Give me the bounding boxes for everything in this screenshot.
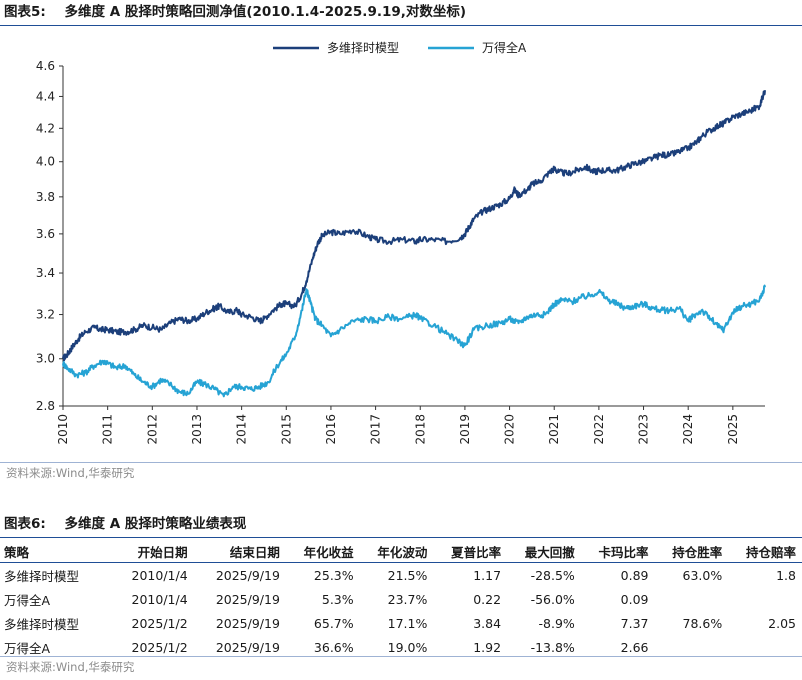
table-header-cell: 最大回撤: [507, 540, 581, 563]
figure2-source: 资料来源:Wind,华泰研究: [0, 656, 802, 677]
table-cell: 19.0%: [387, 639, 428, 655]
table-cell: 多维择时模型: [4, 568, 80, 584]
x-tick-label: 2018: [413, 414, 427, 445]
x-tick-label: 2011: [101, 414, 115, 445]
table-cell: 36.6%: [313, 639, 354, 655]
y-tick-label: 4.0: [36, 155, 55, 169]
y-tick-label: 3.2: [36, 308, 55, 322]
figure1-title-bar: 图表5: 多维度 A 股择时策略回测净值(2010.1.4-2025.9.19,…: [0, 0, 802, 26]
net-value-chart: 2.8 3.0 3.2 3.4 3.6 3.8 4.0 4.2 4.4 4.6 2010 2011 20…: [36, 40, 766, 445]
table-cell: [655, 587, 729, 611]
table-row: 多维择时模型 2010/1/4 2025/9/19 25.3% 21.5% 1.17 -28…: [0, 563, 802, 588]
table-cell: -56.0%: [530, 591, 575, 607]
x-tick-label: 2025: [726, 414, 740, 445]
x-tick-label: 2019: [458, 414, 472, 445]
table-cell: 多维择时模型: [4, 616, 80, 632]
table-cell: 0.89: [620, 567, 649, 583]
x-tick-label: 2015: [279, 414, 293, 445]
table-cell: 0.09: [620, 591, 649, 607]
table-cell: 63.0%: [682, 567, 723, 583]
figure2-title: 多维度 A 股择时策略业绩表现: [64, 516, 247, 532]
table-cell: 7.37: [620, 615, 649, 631]
table-header-cell: 结束日期: [193, 540, 286, 563]
x-tick-label: 2012: [145, 414, 159, 445]
x-tick-label: 2010: [56, 414, 70, 445]
table-cell: 17.1%: [387, 615, 428, 631]
table-header-cell: 持仓胜率: [654, 540, 729, 563]
series-line-model: [62, 90, 766, 362]
table-row: 多维择时模型 2025/1/2 2025/9/19 65.7% 17.1% 3.84 -8.…: [0, 611, 802, 635]
table-cell: 2.05: [768, 615, 796, 631]
table-body: 多维择时模型 2010/1/4 2025/9/19 25.3% 21.5% 1.17 -28…: [0, 563, 802, 660]
table-cell: 23.7%: [387, 591, 428, 607]
x-tick-label: 2022: [592, 414, 606, 445]
table-cell: 2.66: [620, 639, 649, 655]
y-tick-label: 4.2: [36, 121, 55, 135]
table-row: 万得全A 2025/1/2 2025/9/19 36.6% 19.0% 1.92 -13.8…: [0, 635, 802, 659]
y-tick-label: 3.4: [36, 266, 55, 280]
table-cell: 2025/9/19: [215, 591, 280, 607]
table-header-row: 策略 开始日期 结束日期 年化收益 年化波动 夏普比率 最大回撤 卡玛比率 持仓胜率 持仓赔率: [0, 540, 802, 563]
table-cell: [728, 587, 802, 611]
table-header-cell: 开始日期: [111, 540, 194, 563]
legend-label-model: 多维择时模型: [327, 41, 399, 55]
table-cell: 65.7%: [313, 615, 354, 631]
figure1-title: 多维度 A 股择时策略回测净值(2010.1.4-2025.9.19,对数坐标): [64, 4, 467, 20]
y-tick-label: 4.6: [36, 59, 55, 73]
y-tick-label: 2.8: [36, 399, 55, 413]
table-cell: -28.5%: [530, 567, 575, 583]
table-header-cell: 年化收益: [285, 540, 360, 563]
table-cell: 2025/9/19: [215, 615, 280, 631]
figure1-source: 资料来源:Wind,华泰研究: [0, 462, 802, 483]
table-header-cell: 夏普比率: [433, 540, 508, 563]
table-cell: 2025/9/19: [215, 639, 280, 655]
table-cell: 25.3%: [313, 567, 354, 583]
table-cell: -8.9%: [538, 615, 575, 631]
table-cell: 1.17: [473, 567, 502, 583]
x-tick-label: 2016: [324, 414, 338, 445]
y-tick-label: 4.4: [36, 89, 55, 103]
series-line-wind-a: [62, 284, 766, 398]
x-tick-label: 2021: [547, 414, 561, 445]
legend-label-wind-a: 万得全A: [482, 40, 527, 55]
y-tick-label: 3.0: [36, 352, 55, 366]
table-cell: 2025/1/2: [131, 615, 188, 631]
table-cell: 2025/9/19: [215, 567, 280, 583]
table-header-cell: 策略: [0, 540, 112, 563]
x-tick-label: 2023: [637, 414, 651, 445]
table-cell: 万得全A: [4, 592, 51, 608]
y-tick-label: 3.6: [36, 227, 55, 241]
table-cell: 5.3%: [321, 591, 354, 607]
table-cell: 万得全A: [4, 640, 51, 656]
x-tick-label: 2017: [369, 414, 383, 445]
figure1-label: 图表5:: [4, 4, 46, 20]
table-cell: 21.5%: [387, 567, 428, 583]
table-cell: -13.8%: [530, 639, 575, 655]
table-cell: 3.84: [473, 615, 502, 631]
y-tick-label: 3.8: [36, 190, 55, 204]
x-tick-label: 2013: [190, 414, 204, 445]
table-cell: 1.8: [776, 567, 796, 583]
x-tick-label: 2024: [681, 414, 695, 445]
table-cell: 2025/1/2: [131, 639, 188, 655]
x-tick-label: 2020: [503, 414, 517, 445]
table-row: 万得全A 2010/1/4 2025/9/19 5.3% 23.7% 0.22 -56.0%…: [0, 587, 802, 611]
table-header-cell: 年化波动: [359, 540, 434, 563]
table-cell: 2010/1/4: [131, 567, 188, 583]
table-cell: 2010/1/4: [131, 591, 188, 607]
figure2-title-bar: 图表6: 多维度 A 股择时策略业绩表现: [0, 512, 802, 538]
table-header-cell: 卡玛比率: [580, 540, 655, 563]
table-cell: 1.92: [473, 639, 502, 655]
figure2-label: 图表6:: [4, 516, 46, 532]
table-header-cell: 持仓赔率: [728, 540, 802, 563]
x-tick-label: 2014: [235, 414, 249, 445]
table-cell: 0.22: [473, 591, 502, 607]
table-cell: 78.6%: [682, 615, 723, 631]
performance-table: 策略 开始日期 结束日期 年化收益 年化波动 夏普比率 最大回撤 卡玛比率 持仓胜率 持仓赔率 多…: [0, 540, 802, 659]
